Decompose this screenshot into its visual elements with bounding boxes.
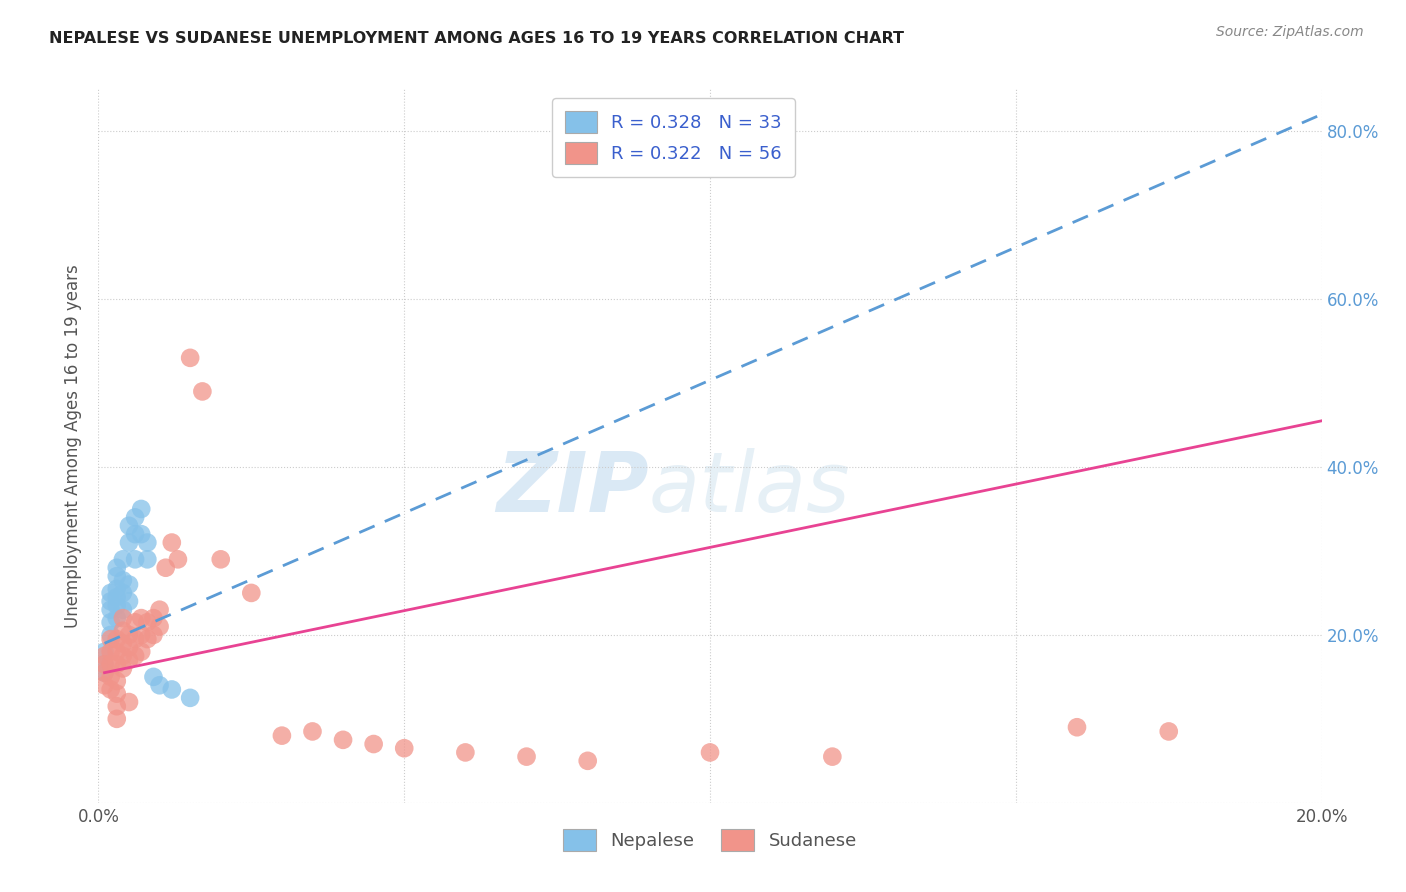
Point (142, 628, 165, 642)
Point (118, 535, 141, 549)
Point (118, 628, 141, 642)
Point (105, 645, 128, 659)
Point (111, 661, 134, 675)
Point (699, 746, 721, 760)
Point (136, 615, 159, 630)
Point (129, 628, 152, 642)
Point (124, 510, 146, 524)
Point (167, 552, 190, 566)
Point (179, 690, 201, 705)
Point (821, 749, 844, 764)
Point (111, 624, 134, 638)
Point (105, 560, 128, 574)
Point (100, 615, 122, 630)
Point (111, 552, 134, 566)
Point (240, 586, 263, 600)
Point (454, 746, 477, 760)
Point (124, 552, 146, 566)
Point (105, 569, 128, 583)
Point (149, 603, 172, 617)
Point (363, 737, 385, 751)
Point (124, 648, 146, 663)
Point (111, 636, 134, 650)
Point (105, 599, 128, 613)
Point (100, 645, 122, 659)
Point (118, 518, 141, 533)
Point (136, 552, 159, 566)
Point (105, 712, 128, 726)
Legend: Nepalese, Sudanese: Nepalese, Sudanese (557, 822, 863, 858)
Point (1157, 724, 1180, 739)
Point (149, 619, 172, 633)
Point (105, 582, 128, 596)
Point (111, 603, 134, 617)
Point (118, 640, 141, 655)
Text: atlas: atlas (648, 449, 851, 529)
Point (111, 586, 134, 600)
Point (93, 665, 115, 680)
Point (105, 657, 128, 672)
Point (93, 678, 115, 692)
Point (179, 351, 201, 365)
Point (270, 729, 292, 743)
Point (332, 732, 354, 747)
Point (105, 699, 128, 714)
Point (118, 695, 141, 709)
Point (105, 687, 128, 701)
Point (392, 741, 416, 756)
Point (100, 670, 122, 684)
Point (93, 645, 115, 659)
Point (105, 674, 128, 689)
Point (100, 586, 122, 600)
Point (100, 603, 122, 617)
Point (129, 611, 152, 625)
Point (100, 632, 122, 646)
Point (100, 682, 122, 697)
Point (93, 657, 115, 672)
Point (100, 657, 122, 672)
Point (136, 632, 159, 646)
Point (191, 384, 214, 399)
Point (136, 535, 159, 549)
Point (160, 535, 183, 549)
Point (576, 754, 599, 768)
Point (124, 632, 146, 646)
Point (124, 615, 146, 630)
Point (301, 724, 323, 739)
Point (105, 590, 128, 604)
Point (129, 645, 152, 659)
Point (111, 574, 134, 588)
Point (100, 594, 122, 608)
Point (93, 657, 115, 672)
Point (149, 678, 172, 692)
Point (160, 682, 183, 697)
Text: Source: ZipAtlas.com: Source: ZipAtlas.com (1216, 25, 1364, 39)
Text: ZIP: ZIP (496, 449, 648, 529)
Point (124, 527, 146, 541)
Point (118, 577, 141, 591)
Point (100, 628, 122, 642)
Text: NEPALESE VS SUDANESE UNEMPLOYMENT AMONG AGES 16 TO 19 YEARS CORRELATION CHART: NEPALESE VS SUDANESE UNEMPLOYMENT AMONG … (49, 31, 904, 46)
Point (118, 594, 141, 608)
Point (118, 653, 141, 667)
Point (209, 552, 232, 566)
Point (155, 560, 177, 574)
Point (142, 670, 165, 684)
Point (105, 632, 128, 646)
Point (516, 749, 538, 764)
Point (1066, 720, 1088, 734)
Point (93, 648, 115, 663)
Point (129, 527, 152, 541)
Point (111, 611, 134, 625)
Point (93, 665, 115, 680)
Point (129, 502, 152, 516)
Point (111, 648, 134, 663)
Point (105, 611, 128, 625)
Point (142, 611, 165, 625)
Y-axis label: Unemployment Among Ages 16 to 19 years: Unemployment Among Ages 16 to 19 years (65, 264, 83, 628)
